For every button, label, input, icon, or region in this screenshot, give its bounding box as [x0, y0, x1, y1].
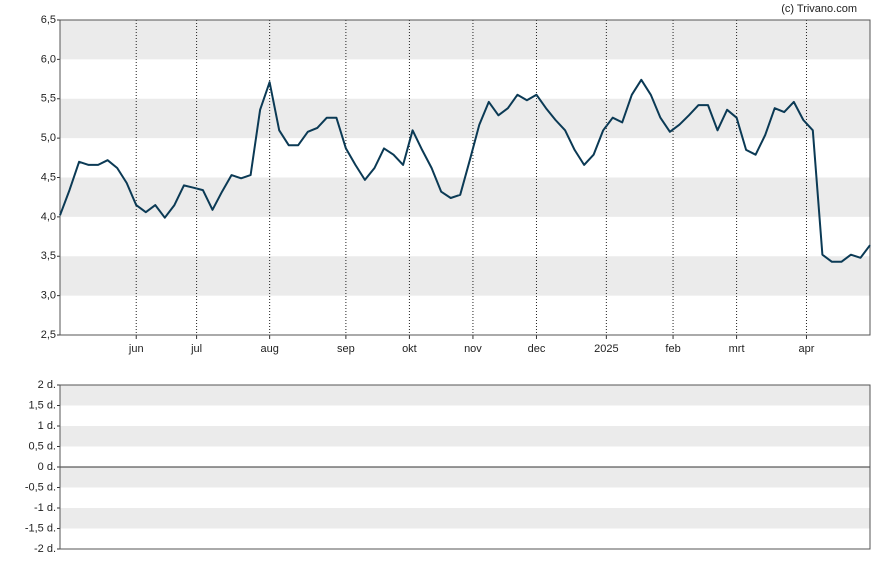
y-tick-label: 1,5 d.	[28, 399, 56, 411]
y-tick-label: 3,5	[41, 250, 56, 262]
band	[60, 385, 870, 406]
band	[60, 426, 870, 447]
x-tick-label: 2025	[594, 343, 618, 355]
y-tick-label: 2,5	[41, 329, 56, 341]
x-tick-label: sep	[337, 343, 355, 355]
y-tick-label: -2 d.	[34, 543, 56, 555]
y-tick-label: 4,0	[41, 211, 56, 223]
band	[60, 177, 870, 217]
y-tick-label: -1 d.	[34, 502, 56, 514]
x-tick-label: nov	[464, 343, 482, 355]
y-tick-label: 0 d.	[38, 461, 56, 473]
y-tick-label: 5,5	[41, 93, 56, 105]
y-tick-label: 3,0	[41, 290, 56, 302]
x-tick-label: feb	[665, 343, 680, 355]
y-tick-label: 0,5 d.	[28, 440, 56, 452]
y-tick-label: 6,0	[41, 53, 56, 65]
band	[60, 508, 870, 529]
x-tick-label: dec	[528, 343, 546, 355]
y-tick-label: -1,5 d.	[25, 522, 56, 534]
y-tick-label: 2 d.	[38, 379, 56, 391]
band	[60, 20, 870, 60]
y-tick-label: 5,0	[41, 132, 56, 144]
band	[60, 256, 870, 296]
y-tick-label: -0,5 d.	[25, 481, 56, 493]
price-line	[59, 78, 871, 263]
plot-frame	[59, 19, 871, 336]
y-tick-label: 6,5	[41, 14, 56, 26]
plot-frame	[59, 384, 871, 550]
band	[60, 467, 870, 488]
x-tick-label: jul	[190, 343, 202, 355]
y-tick-label: 4,5	[41, 171, 56, 183]
x-tick-label: jun	[128, 343, 144, 355]
x-tick-label: apr	[799, 343, 815, 355]
x-tick-label: aug	[260, 343, 278, 355]
band	[60, 98, 870, 139]
x-tick-label: okt	[402, 343, 417, 355]
x-tick-label: mrt	[729, 343, 745, 355]
y-tick-label: 1 d.	[38, 420, 56, 432]
source-credit: (c) Trivano.com	[781, 3, 857, 15]
